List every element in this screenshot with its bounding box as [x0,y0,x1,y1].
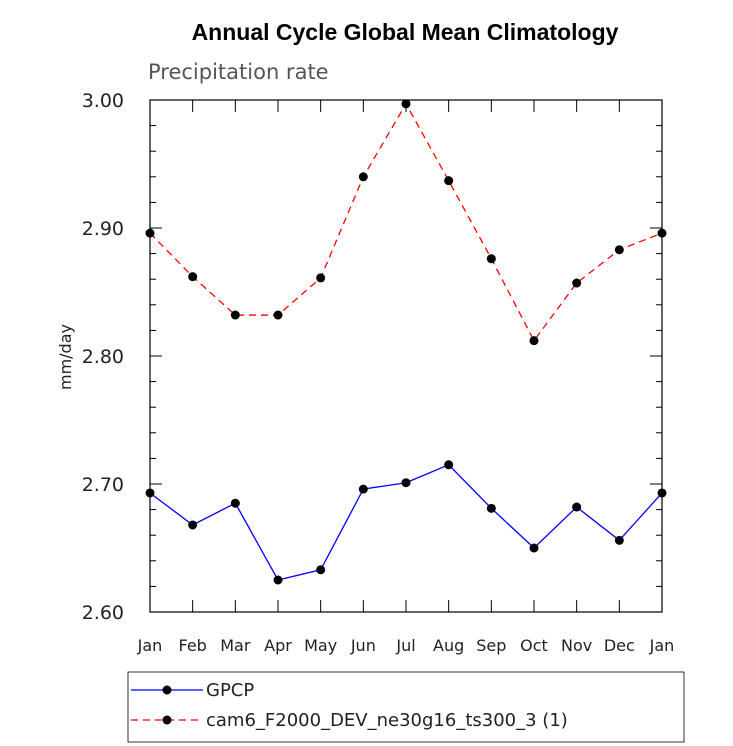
data-point [572,502,582,512]
data-point [572,278,582,288]
x-tick-label: Dec [604,636,635,655]
data-point [188,272,198,282]
data-point [486,503,496,513]
legend-label: GPCP [206,680,254,701]
y-tick-label: 2.60 [82,602,124,624]
plot-frame [149,99,663,613]
data-point [529,543,539,553]
data-point [273,575,283,585]
y-tick-label: 2.90 [82,218,124,240]
x-tick-label: Jan [649,636,675,655]
y-tick-label: 2.70 [82,474,124,496]
y-axis-label: mm/day [56,324,75,390]
data-point [529,336,539,346]
data-point [657,488,667,498]
data-point [401,99,411,109]
data-point [230,310,240,320]
x-tick-labels: Jan Feb Mar Apr May Jun Jul Aug Sep Oct Nov Dec Jan [137,636,675,655]
data-point [486,254,496,264]
chart-title: Annual Cycle Global Mean Climatology [192,19,619,45]
series-layer [145,99,667,585]
chart-subtitle: Precipitation rate [148,60,329,84]
legend: GPCP cam6_F2000_DEV_ne30g16_ts300_3 (1) [131,680,568,731]
data-point [230,498,240,508]
x-tick-label: Aug [433,636,464,655]
data-point [444,460,454,470]
legend-box [127,671,685,743]
x-tick-label: Apr [264,636,292,655]
y-tick-label: 3.00 [82,90,124,112]
y-tick-label: 2.80 [82,346,124,368]
data-point [444,176,454,186]
data-point [614,245,624,255]
legend-label: cam6_F2000_DEV_ne30g16_ts300_3 (1) [206,710,568,731]
data-point [358,172,368,182]
x-tick-label: Jun [350,636,376,655]
legend-marker [162,715,172,725]
data-point [273,310,283,320]
data-point [614,535,624,545]
x-tick-label: May [304,636,337,655]
data-point [401,478,411,488]
x-tick-label: Jul [395,636,415,655]
x-tick-label: Nov [561,636,592,655]
data-point [657,228,667,238]
series-line-2 [149,102,663,342]
data-point [145,488,155,498]
x-tick-label: Jan [137,636,163,655]
x-tick-label: Feb [179,636,207,655]
data-point [145,228,155,238]
x-tick-label: Oct [520,636,548,655]
y-tick-labels: 2.60 2.70 2.80 2.90 3.00 [82,90,124,624]
x-tick-label: Mar [220,636,251,655]
data-point [358,484,368,494]
axis-ticks [149,99,663,613]
x-tick-label: Sep [476,636,506,655]
data-point [188,520,198,530]
data-point [316,273,326,283]
legend-marker [162,685,172,695]
data-point [316,565,326,575]
